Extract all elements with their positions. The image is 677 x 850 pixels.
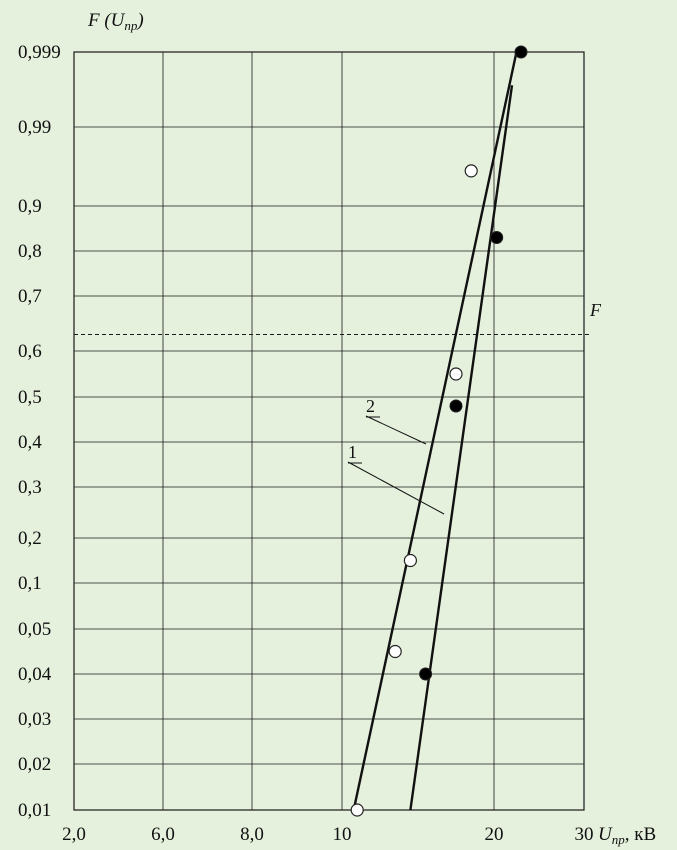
y-tick-label: 0,3 — [18, 477, 42, 498]
fit-line-series-1 — [409, 85, 514, 811]
open-data-point — [464, 164, 478, 178]
y-tick-label: 0,2 — [18, 528, 42, 549]
y-tick-label: 0,5 — [18, 387, 42, 408]
open-data-point — [388, 644, 402, 659]
x-tick-label: 30 — [575, 824, 594, 845]
y-tick-label: 0,7 — [18, 286, 42, 307]
x-tick-label: 20 — [485, 824, 504, 845]
y-tick-label: 0,01 — [18, 800, 51, 821]
open-data-point — [403, 553, 417, 568]
x-tick-label: 2,0 — [62, 824, 86, 845]
fit-lines — [352, 51, 518, 811]
y-axis-title: F (Uпр) — [87, 10, 144, 33]
filled-data-point — [490, 231, 504, 244]
y-tick-label: 0,02 — [18, 754, 51, 775]
x-tick-labels: 2,0 6,0 8,0 10 20 30 — [62, 824, 593, 845]
grid — [73, 51, 585, 811]
y-tick-label: 0,03 — [18, 709, 51, 730]
filled-data-point — [514, 45, 528, 59]
x-tick-label: 10 — [333, 824, 352, 845]
y-tick-label: 0,8 — [18, 241, 42, 262]
y-tick-label: 0,04 — [18, 664, 52, 685]
y-tick-label: 0,999 — [18, 42, 61, 63]
open-data-point — [350, 803, 364, 817]
filled-data-point — [419, 667, 433, 681]
x-tick-label: 8,0 — [240, 824, 264, 845]
reference-line-label: F — [589, 300, 602, 320]
open-data-point — [449, 367, 463, 381]
leader-series-2 — [365, 415, 427, 445]
fit-line-series-2 — [352, 51, 518, 808]
label-leaders — [347, 415, 445, 515]
y-tick-label: 0,9 — [18, 196, 42, 217]
y-tick-label: 0,99 — [18, 117, 51, 138]
y-tick-label: 0,6 — [18, 341, 42, 362]
filled-data-point — [449, 399, 463, 413]
x-axis-title: Uпр, кВ — [598, 824, 656, 847]
leader-series-1 — [347, 461, 445, 515]
series-2-label: 2 — [366, 396, 375, 416]
y-tick-label: 0,1 — [18, 573, 42, 594]
y-tick-label: 0,4 — [18, 432, 42, 453]
y-tick-label: 0,05 — [18, 619, 51, 640]
y-tick-labels: 0,999 0,99 0,9 0,8 0,7 0,6 0,5 0,4 0,3 0,2 0,1 0,05… — [18, 42, 61, 821]
series-1-label: 1 — [348, 442, 357, 462]
data-points — [350, 45, 528, 817]
x-tick-label: 6,0 — [151, 824, 175, 845]
